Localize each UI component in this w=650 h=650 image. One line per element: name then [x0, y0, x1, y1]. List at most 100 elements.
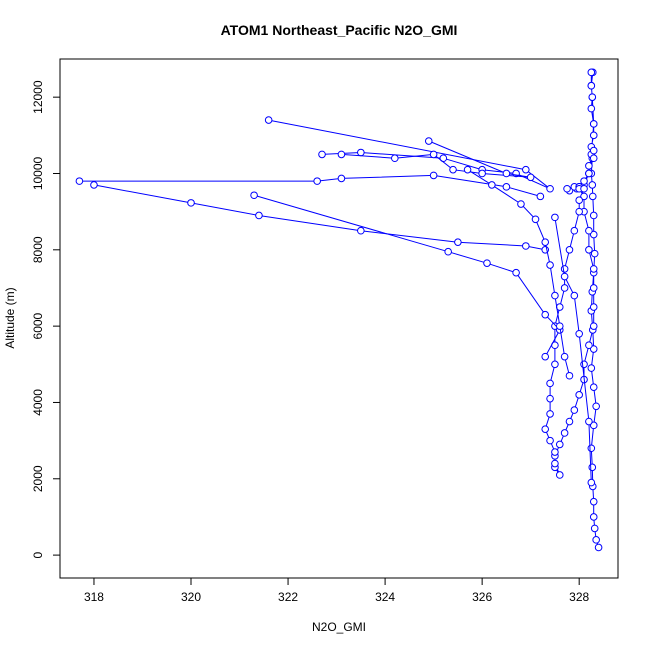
- y-tick-label: 12000: [31, 80, 45, 114]
- series-line: [79, 174, 541, 197]
- data-point: [546, 261, 554, 269]
- y-axis-label: Altitude (m): [3, 287, 17, 348]
- data-point: [592, 536, 600, 544]
- data-point: [546, 410, 554, 418]
- data-point: [589, 230, 598, 239]
- data-point: [594, 543, 603, 552]
- data-point: [463, 165, 472, 174]
- y-tick-label: 6000: [31, 312, 45, 339]
- series-line: [341, 140, 531, 178]
- data-point: [575, 196, 583, 204]
- data-point: [541, 238, 550, 246]
- data-point: [580, 177, 588, 185]
- data-point: [560, 284, 569, 292]
- y-tick-label: 4000: [31, 389, 45, 416]
- data-point: [488, 181, 496, 189]
- data-point: [264, 116, 273, 124]
- data-point: [255, 211, 263, 220]
- data-point: [560, 352, 569, 361]
- data-point: [444, 247, 452, 256]
- series: [541, 68, 603, 552]
- plot-frame: [59, 58, 619, 579]
- data-point: [588, 181, 597, 189]
- data-point: [551, 291, 559, 300]
- series: [90, 181, 550, 254]
- data-point: [187, 199, 195, 207]
- data-point: [502, 183, 511, 191]
- x-axis-label: N2O_GMI: [312, 620, 366, 634]
- data-point: [589, 146, 598, 155]
- data-point: [589, 345, 598, 353]
- data-point: [575, 329, 583, 338]
- data-point: [429, 171, 438, 180]
- series-line: [253, 194, 561, 357]
- data-point: [502, 169, 511, 178]
- series-line: [554, 217, 592, 483]
- data-point: [541, 425, 550, 433]
- data-point: [90, 181, 98, 189]
- data-point: [587, 81, 596, 90]
- data-point: [587, 104, 596, 113]
- data-point: [589, 383, 598, 391]
- data-point: [592, 402, 600, 411]
- data-point: [522, 242, 530, 250]
- data-point: [580, 360, 588, 369]
- x-tick-label: 318: [84, 590, 104, 604]
- data-point: [589, 211, 598, 220]
- data-point: [560, 265, 569, 273]
- data-point: [357, 148, 365, 157]
- data-point: [588, 93, 597, 101]
- data-point: [587, 364, 596, 372]
- data-point: [337, 150, 346, 159]
- x-tick-label: 326: [472, 590, 492, 604]
- data-point: [585, 226, 593, 235]
- data-point: [565, 417, 574, 426]
- data-point: [589, 154, 598, 163]
- data-point: [560, 272, 569, 281]
- data-point: [589, 265, 598, 273]
- data-point: [546, 379, 554, 388]
- data-point: [585, 162, 593, 170]
- series-line: [467, 169, 570, 376]
- data-point: [526, 173, 535, 182]
- data-point: [589, 303, 598, 311]
- data-point: [337, 174, 346, 183]
- data-point: [563, 184, 571, 193]
- data-point: [588, 463, 597, 472]
- data-point: [391, 154, 399, 163]
- data-point: [585, 246, 593, 254]
- data-point: [585, 417, 593, 426]
- x-tick-label: 320: [181, 590, 201, 604]
- data-point: [587, 478, 596, 487]
- data-point: [587, 68, 596, 77]
- data-point: [580, 184, 588, 193]
- data-point: [585, 341, 593, 350]
- data-point: [313, 177, 321, 185]
- data-point: [555, 322, 564, 330]
- data-point: [575, 391, 583, 399]
- data-point: [424, 137, 433, 145]
- data-point: [536, 192, 545, 201]
- y-tick-label: 10000: [31, 156, 45, 190]
- data-point: [555, 440, 564, 449]
- data-point: [449, 165, 457, 174]
- data-point: [551, 213, 559, 222]
- data-point: [588, 192, 597, 201]
- data-point: [589, 497, 598, 506]
- data-point: [565, 371, 574, 380]
- data-point: [551, 459, 559, 468]
- data-point: [546, 184, 554, 193]
- series: [463, 165, 574, 380]
- y-tick-label: 0: [31, 551, 45, 558]
- data-point: [75, 177, 84, 185]
- data-point: [551, 360, 559, 369]
- x-axis: 318 320 322 324 326 328: [84, 578, 590, 604]
- series-layer: [75, 68, 603, 552]
- data-point: [570, 226, 579, 235]
- data-point: [570, 406, 579, 414]
- data-point: [589, 513, 598, 521]
- data-point: [589, 131, 598, 140]
- series-line: [93, 184, 546, 251]
- data-point: [546, 394, 554, 403]
- series: [250, 191, 564, 361]
